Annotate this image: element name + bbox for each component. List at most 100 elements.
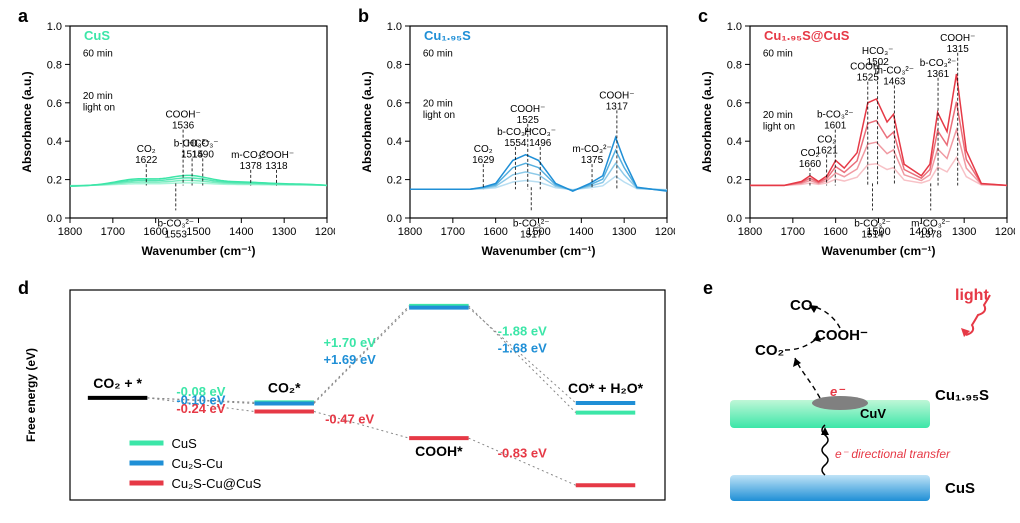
svg-text:0.6: 0.6 <box>727 98 742 110</box>
svg-text:20 min: 20 min <box>83 91 113 102</box>
svg-text:1554: 1554 <box>504 138 527 149</box>
svg-text:1496: 1496 <box>529 138 552 149</box>
svg-text:e⁻: e⁻ <box>830 384 846 399</box>
svg-text:CuS: CuS <box>945 480 975 497</box>
svg-text:1200: 1200 <box>995 226 1015 238</box>
svg-text:Cu₂S-Cu@CuS: Cu₂S-Cu@CuS <box>172 476 262 491</box>
spectrum-c: 18001700160015001400130012000.00.20.40.6… <box>695 8 1015 263</box>
svg-text:60 min: 60 min <box>763 49 793 60</box>
svg-text:CO₂: CO₂ <box>817 135 836 146</box>
svg-text:60 min: 60 min <box>423 49 453 60</box>
svg-text:b-CO₃²⁻: b-CO₃²⁻ <box>817 110 854 121</box>
svg-text:1536: 1536 <box>172 121 195 132</box>
svg-text:COOH⁻: COOH⁻ <box>815 327 868 344</box>
svg-text:CO₂: CO₂ <box>137 144 156 155</box>
svg-text:-1.88 eV: -1.88 eV <box>498 323 547 338</box>
svg-text:0.2: 0.2 <box>387 175 402 187</box>
svg-text:COOH⁻: COOH⁻ <box>259 150 294 161</box>
svg-text:0.6: 0.6 <box>387 98 402 110</box>
svg-text:e⁻ directional transfer: e⁻ directional transfer <box>835 447 951 461</box>
svg-text:1.0: 1.0 <box>387 21 402 33</box>
svg-text:0.0: 0.0 <box>387 213 402 225</box>
svg-text:COOH*: COOH* <box>415 443 463 459</box>
svg-text:m-CO₃²⁻: m-CO₃²⁻ <box>875 65 914 76</box>
svg-text:COOH⁻: COOH⁻ <box>599 90 634 101</box>
svg-text:0.4: 0.4 <box>47 136 62 148</box>
svg-text:0.0: 0.0 <box>47 213 62 225</box>
svg-text:1318: 1318 <box>265 161 288 172</box>
svg-text:0.6: 0.6 <box>47 98 62 110</box>
svg-text:1300: 1300 <box>612 226 636 238</box>
svg-text:0.0: 0.0 <box>727 213 742 225</box>
svg-text:m-CO₃²⁻: m-CO₃²⁻ <box>911 218 950 229</box>
energy-diagram-d: Free energy (eV) CO₂ + * CO₂* COOH* CO* + H₂… <box>15 280 675 515</box>
svg-text:m-CO₃²⁻: m-CO₃²⁻ <box>572 144 611 155</box>
svg-text:0.8: 0.8 <box>387 59 402 71</box>
svg-text:0.2: 0.2 <box>727 175 742 187</box>
svg-text:CO₂ + *: CO₂ + * <box>93 375 142 391</box>
svg-text:1517: 1517 <box>520 229 543 240</box>
spectrum-b: 18001700160015001400130012000.00.20.40.6… <box>355 8 675 263</box>
svg-text:1700: 1700 <box>441 226 465 238</box>
svg-text:1700: 1700 <box>781 226 805 238</box>
svg-text:0.4: 0.4 <box>387 136 402 148</box>
svg-text:-0.83 eV: -0.83 eV <box>498 445 547 460</box>
svg-text:1800: 1800 <box>58 226 82 238</box>
svg-text:1300: 1300 <box>952 226 976 238</box>
svg-text:CuS: CuS <box>84 28 110 43</box>
svg-text:CO₂: CO₂ <box>755 342 784 359</box>
svg-text:b-CO₃²⁻: b-CO₃²⁻ <box>920 58 957 69</box>
svg-text:b-CO₃²⁻: b-CO₃²⁻ <box>513 218 550 229</box>
svg-text:HCO₃⁻: HCO₃⁻ <box>862 46 894 57</box>
svg-text:CO₂*: CO₂* <box>268 379 301 395</box>
spectrum-a: 18001700160015001400130012000.00.20.40.6… <box>15 8 335 263</box>
svg-text:light on: light on <box>83 102 115 113</box>
svg-text:1300: 1300 <box>272 226 296 238</box>
svg-text:Wavenumber (cm⁻¹): Wavenumber (cm⁻¹) <box>482 244 596 258</box>
svg-text:1400: 1400 <box>569 226 593 238</box>
svg-text:Cu₁.₉₅S: Cu₁.₉₅S <box>935 387 989 404</box>
svg-text:1463: 1463 <box>883 76 906 87</box>
svg-text:Absorbance (a.u.): Absorbance (a.u.) <box>700 71 714 172</box>
svg-text:1490: 1490 <box>192 149 215 160</box>
svg-text:HCO₃⁻: HCO₃⁻ <box>524 127 556 138</box>
svg-text:COOH⁻: COOH⁻ <box>165 110 200 121</box>
svg-text:CuS: CuS <box>172 436 198 451</box>
svg-text:1601: 1601 <box>824 121 847 132</box>
svg-text:0.8: 0.8 <box>47 59 62 71</box>
svg-text:20 min: 20 min <box>423 99 453 110</box>
svg-text:Free energy (eV): Free energy (eV) <box>24 348 38 442</box>
svg-text:1200: 1200 <box>655 226 675 238</box>
svg-text:+1.69 eV: +1.69 eV <box>323 352 376 367</box>
svg-text:1621: 1621 <box>816 146 839 157</box>
svg-text:Cu₁.₉₅S@CuS: Cu₁.₉₅S@CuS <box>764 28 850 43</box>
svg-text:light: light <box>955 287 989 304</box>
svg-text:CO* + H₂O*: CO* + H₂O* <box>568 380 644 396</box>
svg-text:b-CO₃²⁻: b-CO₃²⁻ <box>854 218 891 229</box>
svg-text:Cu₁.₉₅S: Cu₁.₉₅S <box>424 28 471 43</box>
svg-text:Wavenumber (cm⁻¹): Wavenumber (cm⁻¹) <box>822 244 936 258</box>
svg-text:-0.24 eV: -0.24 eV <box>176 401 225 416</box>
svg-text:1378: 1378 <box>920 229 943 240</box>
svg-text:1315: 1315 <box>947 44 970 55</box>
svg-text:CuV: CuV <box>860 406 886 421</box>
svg-text:1622: 1622 <box>135 155 158 166</box>
svg-text:0.4: 0.4 <box>727 136 742 148</box>
svg-text:1700: 1700 <box>101 226 125 238</box>
svg-text:0.2: 0.2 <box>47 175 62 187</box>
svg-text:60 min: 60 min <box>83 49 113 60</box>
svg-text:1800: 1800 <box>398 226 422 238</box>
svg-text:light on: light on <box>423 110 455 121</box>
svg-text:1629: 1629 <box>472 155 495 166</box>
svg-text:1200: 1200 <box>315 226 335 238</box>
svg-text:-1.68 eV: -1.68 eV <box>498 340 547 355</box>
svg-text:1600: 1600 <box>483 226 507 238</box>
svg-text:Absorbance (a.u.): Absorbance (a.u.) <box>20 71 34 172</box>
svg-text:+1.70 eV: +1.70 eV <box>323 335 376 350</box>
svg-text:1800: 1800 <box>738 226 762 238</box>
svg-text:1600: 1600 <box>823 226 847 238</box>
svg-text:CO₂: CO₂ <box>474 144 493 155</box>
svg-text:light on: light on <box>763 122 795 133</box>
svg-text:b-CO₃²⁻: b-CO₃²⁻ <box>158 218 195 229</box>
svg-text:COOH⁻: COOH⁻ <box>940 33 975 44</box>
